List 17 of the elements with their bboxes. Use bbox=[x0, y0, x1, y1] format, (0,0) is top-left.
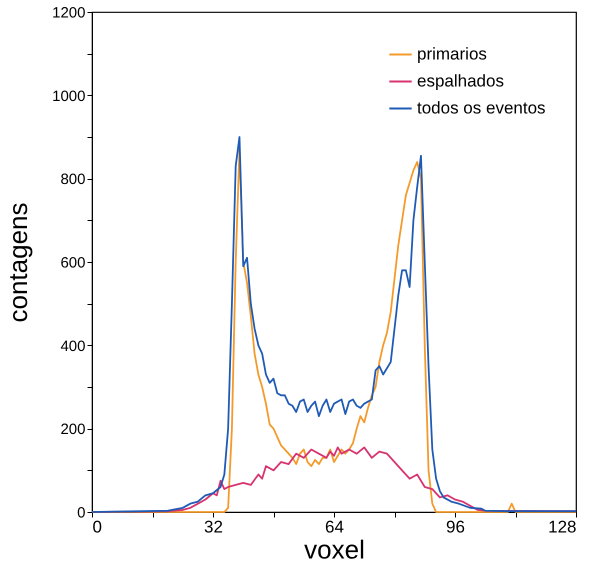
legend-label: primarios bbox=[417, 44, 487, 64]
x-axis-title: voxel bbox=[304, 534, 365, 564]
y-tick-label: 800 bbox=[60, 171, 86, 188]
y-tick-label: 200 bbox=[60, 421, 86, 438]
y-tick-label: 1200 bbox=[52, 4, 86, 22]
x-tick-label: 0 bbox=[92, 518, 102, 536]
legend-label: espalhados bbox=[417, 72, 504, 90]
y-axis-title: contagens bbox=[3, 202, 34, 322]
y-tick-label: 1000 bbox=[52, 88, 86, 105]
y-tick-label: 400 bbox=[60, 338, 86, 355]
x-tick-label: 64 bbox=[325, 518, 344, 536]
y-tick-label: 600 bbox=[60, 254, 86, 272]
x-tick-label: 32 bbox=[204, 518, 223, 536]
x-tick-label: 128 bbox=[548, 518, 576, 536]
legend-label: todos os eventos bbox=[417, 98, 546, 118]
x-tick-label: 96 bbox=[446, 518, 465, 536]
y-tick-label: 0 bbox=[77, 504, 86, 522]
